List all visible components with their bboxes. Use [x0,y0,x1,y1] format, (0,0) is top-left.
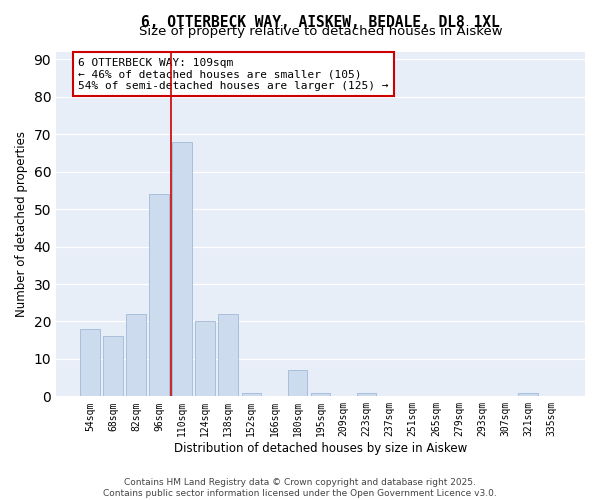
Bar [126,314,146,396]
X-axis label: Distribution of detached houses by size in Aiskew: Distribution of detached houses by size … [174,442,467,455]
Text: Size of property relative to detached houses in Aiskew: Size of property relative to detached ho… [139,25,502,38]
Bar [196,322,215,396]
Bar [172,142,192,397]
Bar [218,314,238,396]
Bar [311,392,331,396]
Bar [80,329,100,396]
Title: 6, OTTERBECK WAY, AISKEW, BEDALE, DL8 1XL: 6, OTTERBECK WAY, AISKEW, BEDALE, DL8 1X… [141,15,500,30]
Bar [518,392,538,396]
Bar [103,336,123,396]
Bar [287,370,307,396]
Text: 6 OTTERBECK WAY: 109sqm
← 46% of detached houses are smaller (105)
54% of semi-d: 6 OTTERBECK WAY: 109sqm ← 46% of detache… [79,58,389,91]
Bar [242,392,261,396]
Bar [149,194,169,396]
Bar [357,392,376,396]
Text: Contains HM Land Registry data © Crown copyright and database right 2025.
Contai: Contains HM Land Registry data © Crown c… [103,478,497,498]
Y-axis label: Number of detached properties: Number of detached properties [15,131,28,317]
